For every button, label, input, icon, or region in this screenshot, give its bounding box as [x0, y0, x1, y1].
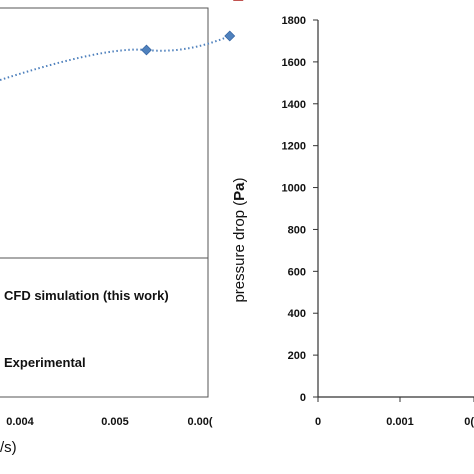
y-axis-label-unit: Pa	[231, 182, 248, 201]
cfd-trendline	[0, 35, 231, 81]
y-tick-label: 0	[300, 392, 306, 404]
legend-cfd-label: CFD simulation (this work)	[4, 288, 169, 303]
y-tick-label: 1800	[282, 15, 306, 27]
x-tick-label: 0(	[464, 416, 474, 428]
y-tick-label: 800	[288, 224, 306, 236]
left-chart-x-axis-label-fragment: /s)	[0, 439, 17, 456]
y-tick-label: 1400	[282, 99, 306, 111]
right-chart-y-axis-label: pressure drop (Pa)	[231, 177, 248, 302]
legend-experimental-label: Experimental	[4, 355, 86, 370]
left-x-tick-label: 0.005	[101, 416, 129, 428]
cfd-diamond-marker	[224, 30, 236, 42]
left-x-tick-label: 0.004	[6, 416, 34, 428]
left-chart-markers	[141, 0, 244, 56]
y-axis-label-suffix: )	[231, 177, 248, 182]
y-tick-label: 600	[288, 266, 306, 278]
experimental-square-marker	[233, 0, 244, 1]
y-tick-label: 1600	[282, 57, 306, 69]
x-tick-label: 0.001	[386, 416, 414, 428]
left-chart-x-ticks: 0.004 0.005 0.00(	[6, 416, 213, 428]
y-tick-label: 400	[288, 308, 306, 320]
right-chart-y-ticks: 0 200 400 600 800 1000 1200 1400 1600 1800	[282, 15, 318, 404]
x-tick-label: 0	[315, 416, 321, 428]
y-tick-label: 1000	[282, 183, 306, 195]
right-chart-x-ticks: 0 0.001 0(	[315, 397, 474, 428]
y-tick-label: 1200	[282, 141, 306, 153]
y-axis-label-prefix: pressure drop (	[231, 201, 248, 303]
left-x-tick-label: 0.00(	[187, 416, 212, 428]
y-tick-label: 200	[288, 350, 306, 362]
left-chart-frame	[0, 7, 209, 398]
left-chart-trendline	[0, 35, 231, 81]
cfd-diamond-marker	[141, 44, 152, 56]
